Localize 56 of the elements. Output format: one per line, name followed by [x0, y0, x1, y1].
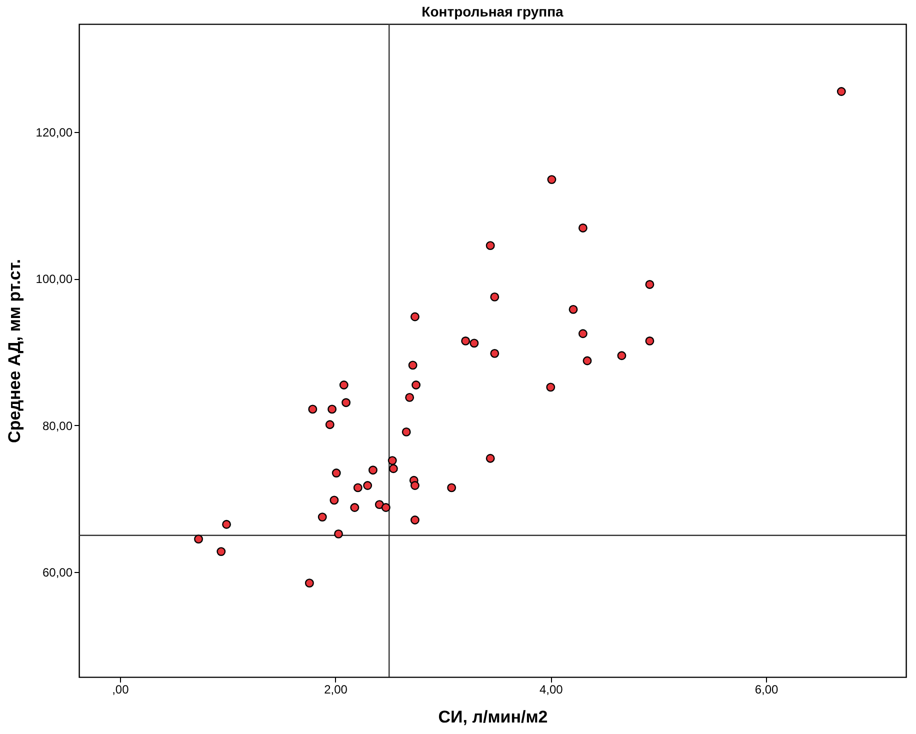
point	[645, 336, 654, 346]
point	[353, 483, 362, 492]
point	[578, 329, 588, 338]
y-axis-title: Среднее АД, мм рт.ст.	[4, 259, 24, 443]
chart-title: Контрольная группа	[422, 3, 564, 20]
y-tick-label: 60,00	[42, 566, 73, 580]
point	[412, 380, 421, 390]
point	[836, 87, 846, 96]
point	[363, 481, 372, 490]
x-tick-label: 2,00	[324, 682, 348, 696]
y-tick-label: 120,00	[36, 125, 73, 140]
point	[304, 578, 314, 588]
point	[410, 516, 420, 524]
point	[350, 503, 360, 512]
point	[368, 466, 378, 475]
point	[546, 382, 556, 392]
point	[410, 481, 420, 490]
y-tick-label: 100,00	[36, 272, 73, 286]
point	[388, 464, 398, 474]
point	[216, 547, 226, 556]
x-axis-title: СИ, л/мин/м2	[438, 708, 548, 726]
point	[374, 500, 384, 510]
point	[582, 356, 592, 366]
point	[410, 312, 420, 322]
point	[447, 483, 456, 492]
point	[547, 175, 556, 184]
point	[408, 360, 418, 370]
point	[486, 241, 495, 250]
point	[381, 503, 390, 512]
point	[308, 404, 318, 414]
point	[405, 392, 414, 402]
point	[330, 496, 339, 505]
point	[325, 420, 334, 430]
point	[486, 454, 495, 463]
point	[470, 338, 479, 348]
point	[645, 280, 654, 289]
point	[318, 512, 327, 522]
x-tick-label: 6,00	[754, 682, 779, 696]
point	[617, 351, 626, 360]
point	[334, 529, 343, 538]
point	[578, 224, 588, 232]
point	[388, 456, 397, 466]
point	[328, 404, 337, 414]
x-tick-label: ,00	[112, 682, 130, 696]
y-tick-label: 80,00	[42, 418, 73, 433]
x-tick-label: 4,00	[539, 682, 564, 696]
point	[568, 304, 578, 314]
point	[490, 292, 500, 302]
point	[490, 348, 500, 358]
point	[402, 427, 411, 436]
point	[339, 380, 348, 390]
point	[222, 520, 231, 529]
point	[194, 534, 203, 544]
point	[461, 336, 470, 346]
point	[342, 398, 351, 408]
point	[332, 468, 341, 478]
